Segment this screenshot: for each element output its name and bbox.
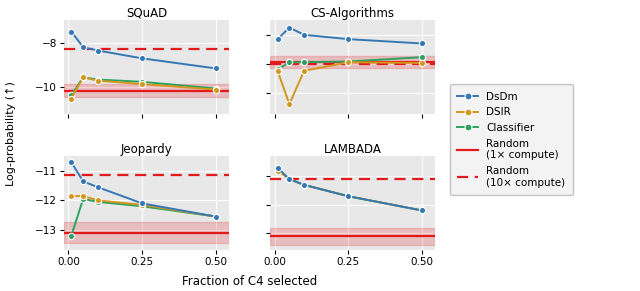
Bar <box>270 228 435 244</box>
Title: SQuAD: SQuAD <box>126 7 167 20</box>
Title: LAMBADA: LAMBADA <box>324 143 381 156</box>
Bar <box>270 56 435 68</box>
Text: Fraction of C4 selected: Fraction of C4 selected <box>182 275 317 288</box>
Bar <box>64 84 229 97</box>
Title: CS-Algorithms: CS-Algorithms <box>310 7 395 20</box>
Legend: DsDm, DSIR, Classifier, Random
(1× compute), Random
(10× compute): DsDm, DSIR, Classifier, Random (1× compu… <box>450 84 573 195</box>
Bar <box>64 222 229 243</box>
Text: Log-probability (↑): Log-probability (↑) <box>6 81 17 186</box>
Title: Jeopardy: Jeopardy <box>120 143 172 156</box>
